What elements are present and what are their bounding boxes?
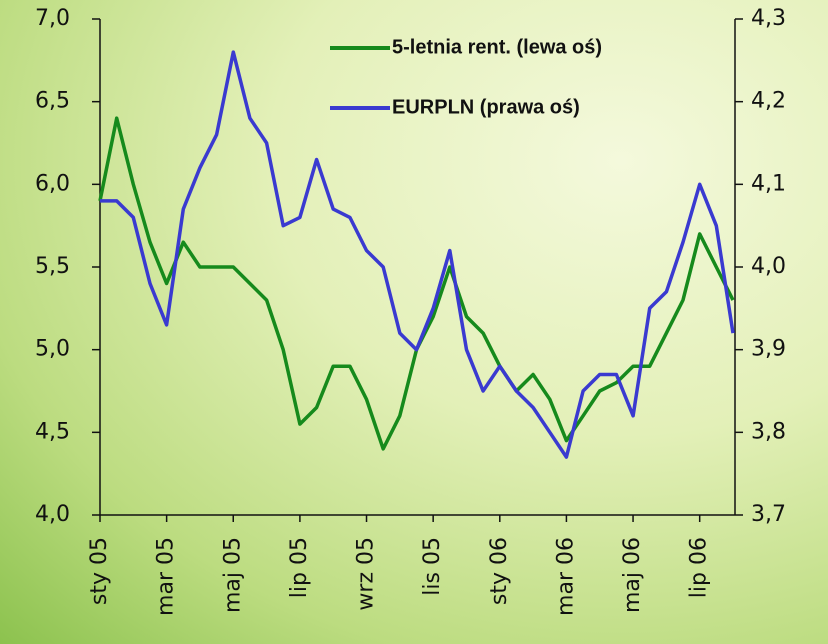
- y2-tick-label: 3,8: [751, 419, 786, 444]
- y-tick-label: 6,0: [35, 171, 70, 196]
- series-line: [100, 118, 733, 449]
- x-tick-label: lip 05: [287, 537, 312, 598]
- y2-tick-label: 4,2: [751, 89, 786, 114]
- legend-label: 5-letnia rent. (lewa oś): [392, 36, 602, 58]
- y-tick-label: 4,0: [35, 502, 70, 527]
- x-tick-label: sty 06: [487, 537, 512, 605]
- y2-tick-label: 3,7: [751, 502, 786, 527]
- x-tick-label: sty 05: [87, 537, 112, 605]
- y2-tick-label: 4,1: [751, 171, 786, 196]
- y2-tick-label: 4,0: [751, 254, 786, 279]
- x-tick-label: maj 05: [220, 537, 245, 613]
- page: 4,0 4,5 5,0 5,5 6,0 6,5 7,0 3,7 3,8 3,9 4,0 4,1 4,2 4…: [0, 0, 828, 644]
- y-tick-label: 7,0: [35, 6, 70, 31]
- x-tick-label: wrz 05: [354, 537, 379, 611]
- y-tick-label: 5,5: [35, 254, 70, 279]
- y-tick-label: 6,5: [35, 89, 70, 114]
- y-tick-label: 4,5: [35, 419, 70, 444]
- x-tick-label: lis 05: [420, 537, 445, 596]
- y2-tick-label: 3,9: [751, 337, 786, 362]
- x-tick-label: mar 05: [154, 537, 179, 616]
- x-tick-label: lip 06: [687, 537, 712, 598]
- x-tick-label: mar 06: [553, 537, 578, 616]
- x-tick-label: maj 06: [620, 537, 645, 613]
- legend-label: EURPLN (prawa oś): [392, 96, 580, 118]
- chart: 4,0 4,5 5,0 5,5 6,0 6,5 7,0 3,7 3,8 3,9 4,0 4,1 4,2 4…: [0, 0, 828, 644]
- y2-tick-label: 4,3: [751, 6, 786, 31]
- y-tick-label: 5,0: [35, 337, 70, 362]
